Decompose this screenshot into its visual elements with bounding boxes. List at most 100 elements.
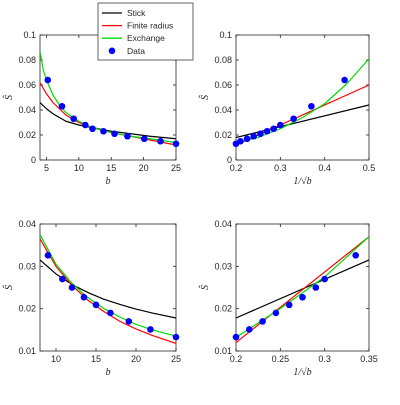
subplot-3: 10 15 20 25 0.01 0.02 0.03 0.04 b Ŝ — [3, 219, 181, 378]
y-tick-label: 0.04 — [214, 219, 232, 229]
data-point — [321, 275, 328, 283]
y-tick-label: 0.08 — [18, 55, 36, 65]
data-point — [157, 137, 164, 145]
data-point — [259, 318, 266, 325]
x-tick-label: 15 — [106, 163, 116, 173]
exchange-line — [40, 51, 176, 144]
x-axis-label: b — [106, 176, 111, 187]
data-point — [125, 318, 133, 325]
y-axis-label: Ŝ — [199, 285, 211, 290]
data-point — [257, 130, 264, 138]
data-point — [312, 284, 320, 291]
x-tick-label: 0.25 — [272, 354, 290, 364]
x-tick-label: 10 — [74, 163, 84, 173]
y-tick-label: 0.04 — [18, 105, 36, 115]
data-point — [237, 137, 244, 145]
y-tick-label: 0.1 — [219, 30, 232, 40]
x-tick-label: 0.5 — [363, 163, 376, 173]
y-tick-label: 0.03 — [214, 261, 232, 271]
data-point — [82, 121, 89, 129]
x-tick-label: 0.2 — [230, 163, 243, 173]
y-tick-label: 0.1 — [23, 30, 36, 40]
data-point — [111, 130, 118, 138]
x-tick-label: 20 — [139, 163, 149, 173]
x-tick-label: 0.3 — [274, 163, 287, 173]
data-point — [232, 333, 240, 341]
y-axis-label: Ŝ — [199, 95, 211, 100]
data-point — [147, 326, 154, 333]
data-point — [59, 275, 66, 283]
x-axis-label: 1/√b — [293, 367, 311, 378]
y-tick-label: 0.02 — [18, 304, 36, 314]
x-axis-label: b — [106, 367, 111, 378]
y-tick-label: 0.04 — [18, 219, 36, 229]
y-axis-label: Ŝ — [3, 285, 15, 290]
data-point — [277, 121, 284, 129]
data-point — [243, 135, 251, 143]
legend-data-marker — [108, 47, 116, 55]
data-point — [272, 309, 280, 317]
data-point — [44, 76, 52, 84]
y-tick-label: 0.08 — [214, 55, 232, 65]
data-point — [89, 125, 96, 133]
x-tick-label: 10 — [51, 354, 61, 364]
data-point — [299, 293, 306, 301]
y-tick-label: 0.01 — [214, 346, 232, 356]
data-point — [290, 115, 297, 123]
data-point — [58, 102, 66, 110]
plot-area — [40, 51, 176, 146]
legend-label: Stick — [127, 8, 146, 18]
axes-box — [39, 223, 177, 352]
data-point — [140, 135, 148, 143]
exchange-line — [40, 234, 176, 337]
data-point — [70, 115, 77, 123]
x-tick-label: 0.4 — [318, 163, 331, 173]
x-axis-label: 1/√b — [293, 176, 311, 187]
data-point — [44, 252, 52, 259]
data-point — [308, 102, 315, 110]
data-point — [263, 127, 271, 135]
data-point — [124, 132, 131, 140]
legend-label: Finite radius — [127, 21, 173, 31]
legend-label: Exchange — [127, 33, 165, 43]
stick-line — [236, 104, 369, 139]
data-point — [246, 326, 253, 333]
data-point — [250, 132, 258, 140]
subplot-1: 5 10 15 20 25 0 0.02 0.04 0.06 0.08 0.1 b Ŝ — [3, 30, 181, 187]
y-tick-label: 0.06 — [214, 80, 232, 90]
y-tick-label: 0.03 — [18, 261, 36, 271]
x-tick-label: 25 — [171, 163, 181, 173]
subplot-4: 0.2 0.25 0.3 0.35 0.01 0.02 0.03 0.04 1/√b Ŝ — [199, 219, 378, 378]
x-tick-label: 5 — [44, 163, 49, 173]
exchange-line — [236, 236, 369, 338]
plot-area — [236, 236, 369, 343]
data-point — [68, 284, 76, 291]
y-tick-label: 0.02 — [214, 304, 232, 314]
data-point — [285, 301, 293, 309]
finite-radius-line — [40, 238, 176, 344]
finite-radius-line — [236, 236, 369, 343]
plot-area — [40, 234, 176, 344]
y-tick-label: 0.06 — [18, 80, 36, 90]
legend: Stick Finite radius Exchange Data — [97, 2, 194, 61]
y-tick-label: 0.02 — [18, 130, 36, 140]
data-point — [341, 76, 348, 84]
plot-area — [236, 58, 369, 146]
x-tick-label: 0.35 — [360, 354, 378, 364]
stick-line — [40, 102, 176, 140]
y-tick-label: 0 — [31, 155, 36, 165]
x-tick-label: 0.2 — [230, 354, 243, 364]
data-point — [352, 252, 360, 259]
axes-box — [235, 34, 370, 161]
data-point — [172, 140, 180, 148]
exchange-line — [236, 58, 369, 144]
y-axis-label: Ŝ — [3, 95, 15, 100]
y-tick-label: 0 — [227, 155, 232, 165]
data-point — [92, 301, 100, 309]
legend-label: Data — [127, 46, 145, 56]
axes-box — [235, 223, 370, 352]
y-tick-label: 0.04 — [214, 105, 232, 115]
subplot-2: 0.2 0.3 0.4 0.5 0 0.02 0.04 0.06 0.08 0.1 1/√b Ŝ — [199, 30, 375, 187]
